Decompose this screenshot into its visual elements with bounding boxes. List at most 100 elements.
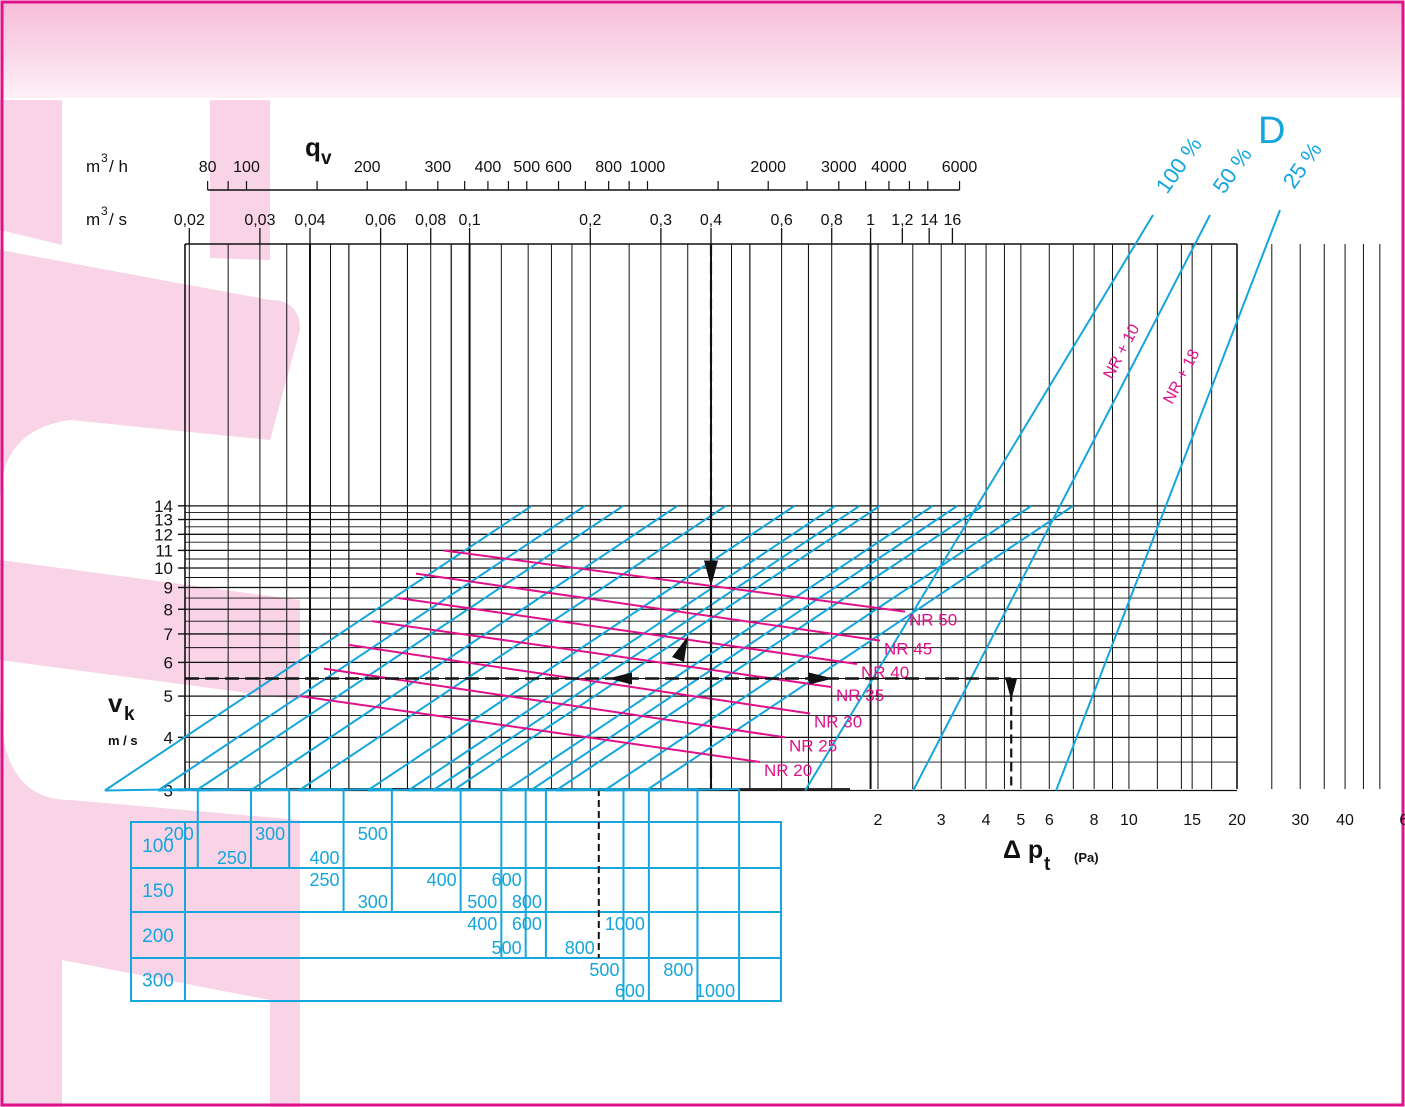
- dp-axis-symbol: Δ p: [1003, 836, 1043, 864]
- nr-note: NR + 18: [1161, 347, 1204, 407]
- size-line-foot: [298, 788, 392, 792]
- size-line: [407, 505, 836, 792]
- arrow-down: [704, 560, 718, 587]
- vk-tick-label: 4: [164, 728, 173, 747]
- size-label: 250: [217, 848, 247, 868]
- size-line: [452, 505, 881, 792]
- dp-tick-label: 8: [1090, 812, 1099, 829]
- qv-axis-symbol: q: [305, 132, 321, 162]
- qv-m3s-tick-label: 0,3: [650, 212, 672, 229]
- vk-tick-label: 5: [164, 687, 173, 706]
- arrow-right: [809, 672, 833, 685]
- dp-tick-label: 30: [1291, 812, 1309, 829]
- unit-m3s-exp: 3: [101, 204, 108, 218]
- dp-axis-subscript: t: [1044, 854, 1051, 875]
- vk-axis: 34567891011121314vkm / s: [108, 497, 185, 801]
- unit-m3s-prefix: m: [86, 210, 100, 229]
- noise-line-label: NR 50: [909, 611, 957, 630]
- noise-line-label: NR 30: [814, 713, 862, 732]
- size-table-row-label: 200: [142, 926, 174, 947]
- dp-tick-label: 10: [1120, 812, 1138, 829]
- vk-tick-label: 13: [154, 511, 173, 530]
- size-label: 500: [492, 938, 522, 958]
- vk-tick-label: 8: [164, 600, 173, 619]
- unit-m3h-prefix: m: [86, 157, 100, 176]
- qv-m3s-tick-label: 1: [866, 212, 875, 229]
- size-table-row-label: 100: [142, 836, 174, 857]
- qv-m3h-tick-label: 600: [545, 159, 572, 176]
- vk-tick-label: 9: [164, 578, 173, 597]
- size-label: 1000: [695, 981, 735, 1001]
- damper-label: D: [1258, 110, 1285, 152]
- nr-note: NR + 10: [1101, 322, 1144, 382]
- size-line: [298, 505, 727, 792]
- vk-axis-symbol: v: [108, 688, 123, 718]
- size-label: 800: [663, 960, 693, 980]
- noise-line: [442, 549, 906, 613]
- size-table-row-label: 150: [142, 881, 174, 902]
- unit-m3s-suffix: / s: [109, 210, 127, 229]
- qv-m3h-tick-label: 400: [475, 159, 502, 176]
- vk-axis-subscript: k: [124, 704, 135, 725]
- size-table-row-label: 300: [142, 971, 174, 992]
- size-line: [603, 505, 1032, 792]
- qv-m3s-tick-label: 0,1: [458, 212, 480, 229]
- qv-m3h-tick-label: 800: [595, 159, 622, 176]
- qv-m3s-tick-label: 0,6: [770, 212, 792, 229]
- vk-axis-unit: m / s: [108, 733, 138, 748]
- size-line: [367, 505, 796, 792]
- vk-tick-label: 7: [164, 625, 173, 644]
- size-line: [432, 505, 861, 792]
- noise-line-label: NR 40: [861, 663, 909, 682]
- qv-m3s-tick-label: 16: [944, 212, 962, 229]
- dp-tick-label: 5: [1016, 812, 1025, 829]
- size-label: 1000: [605, 914, 645, 934]
- dp-tick-label: 60: [1399, 812, 1405, 829]
- qv-axis-subscript: v: [321, 148, 332, 169]
- qv-m3s-tick-label: 0,2: [579, 212, 601, 229]
- size-line-foot: [646, 788, 740, 792]
- noise-line-label: NR 35: [836, 686, 884, 705]
- size-line: [250, 505, 679, 792]
- qv-m3h-tick-label: 2000: [750, 159, 786, 176]
- qv-m3s-tick-label: 0,03: [244, 212, 275, 229]
- qv-m3s-tick-label: 0,06: [365, 212, 396, 229]
- damper-line: [1055, 209, 1281, 791]
- qv-m3h-tick-label: 100: [233, 159, 260, 176]
- header-band: [3, 3, 1402, 98]
- qv-m3s-tick-label: 0,4: [700, 212, 722, 229]
- qv-m3s-tick-label: 0,04: [294, 212, 325, 229]
- noise-line: [397, 597, 858, 665]
- noise-line: [323, 667, 786, 739]
- qv-m3h-tick-label: 80: [199, 159, 217, 176]
- arrow-up: [672, 636, 688, 662]
- size-label: 600: [492, 870, 522, 890]
- qv-m3s-tick-label: 0,8: [821, 212, 843, 229]
- noise-line-label: NR 25: [789, 736, 837, 755]
- qv-m3s-tick-label: 14: [920, 212, 938, 229]
- size-label: 500: [467, 892, 497, 912]
- damper-line-label: 100 %: [1151, 132, 1207, 197]
- noise-line-label: NR 20: [764, 761, 812, 780]
- vk-tick-label: 10: [154, 559, 173, 578]
- vk-tick-label: 12: [154, 525, 173, 544]
- arrow-down: [1005, 678, 1018, 700]
- size-label: 400: [467, 914, 497, 934]
- dp-tick-label: 15: [1183, 812, 1201, 829]
- unit-m3h-exp: 3: [101, 151, 108, 165]
- qv-m3h-tick-label: 500: [513, 159, 540, 176]
- qv-m3s-tick-label: 1,2: [891, 212, 913, 229]
- dp-axis-unit: (Pa): [1074, 850, 1099, 865]
- size-label: 400: [310, 848, 340, 868]
- example-path: [185, 244, 1018, 789]
- size-label: 200: [164, 824, 194, 844]
- size-line: [645, 505, 1074, 792]
- watermark-logo: [0, 100, 300, 1107]
- qv-m3h-tick-label: 6000: [942, 159, 978, 176]
- noise-line: [371, 620, 833, 689]
- size-label: 600: [512, 914, 542, 934]
- size-label: 250: [310, 870, 340, 890]
- unit-m3h-suffix: / h: [109, 157, 128, 176]
- noise-line: [415, 572, 881, 642]
